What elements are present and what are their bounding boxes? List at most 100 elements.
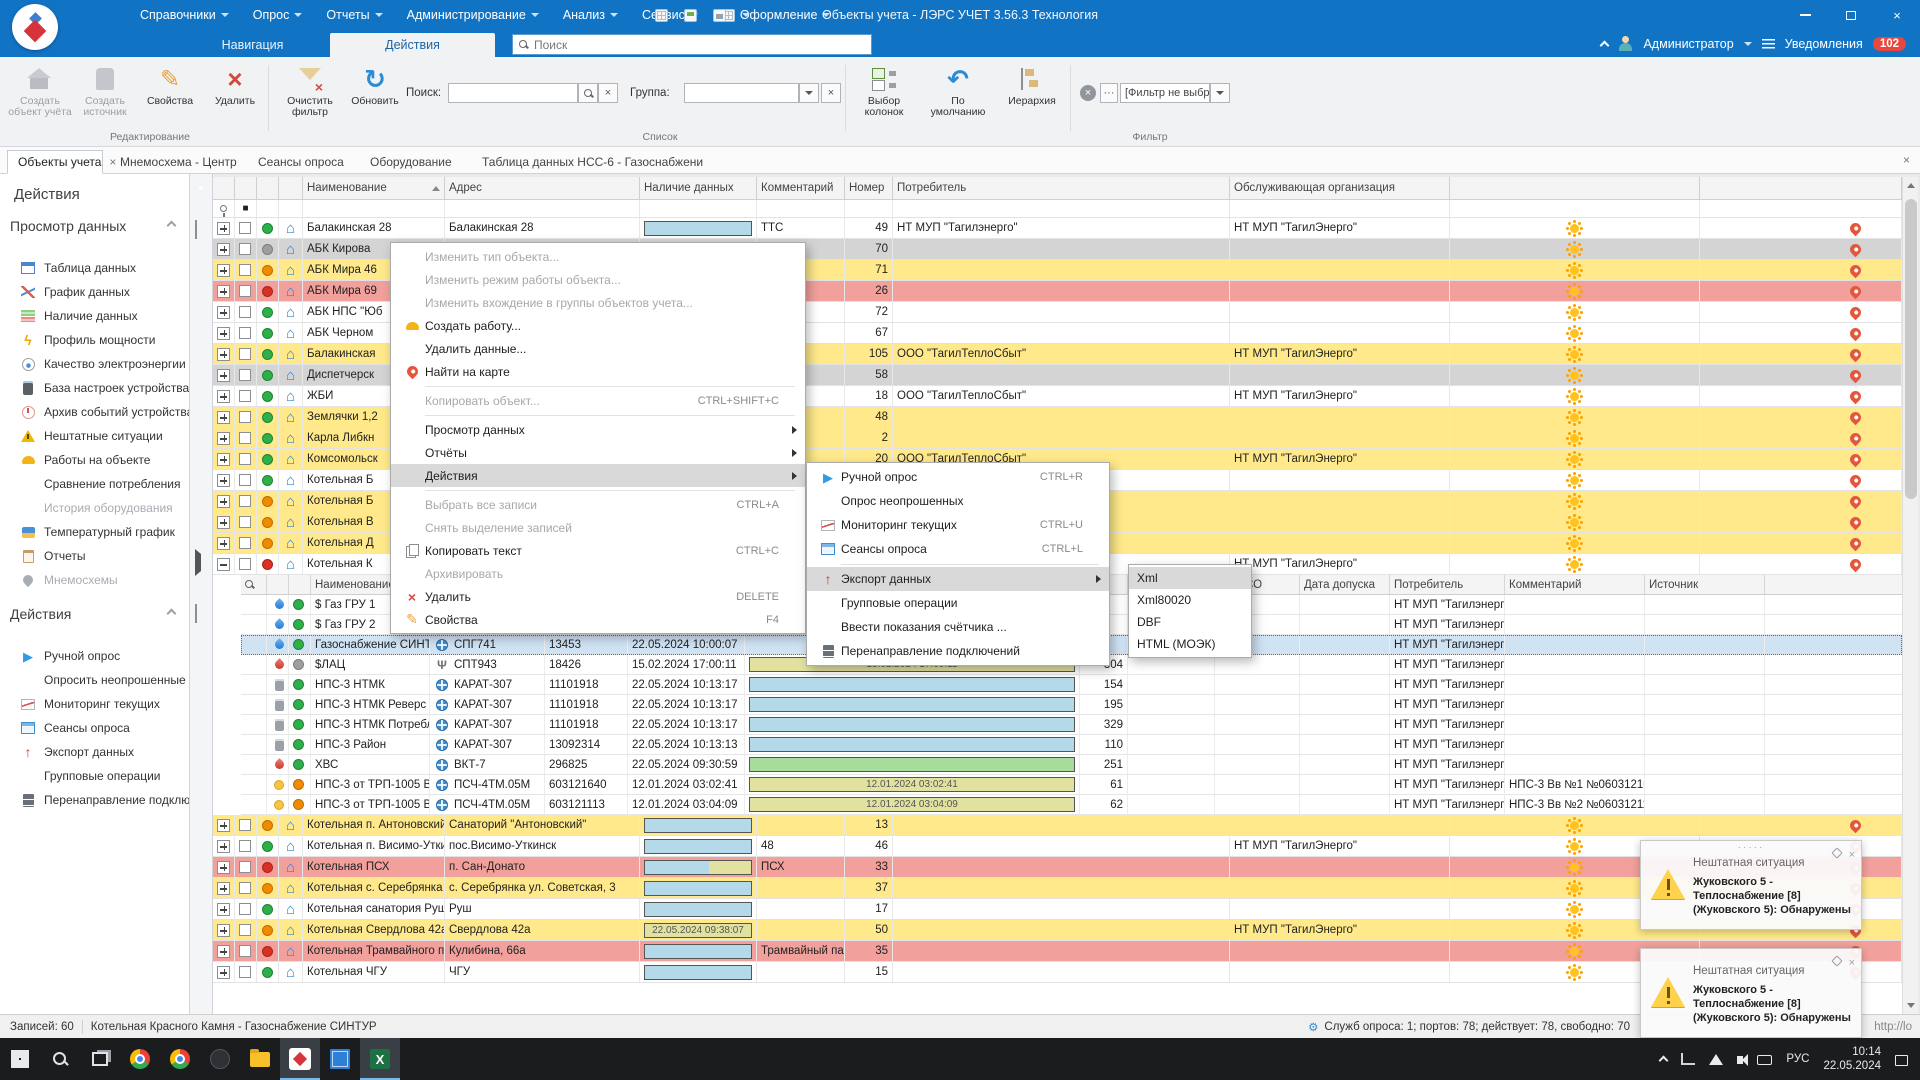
- row-checkbox[interactable]: [239, 903, 251, 915]
- expand-row-icon[interactable]: [217, 903, 230, 916]
- map-pin-icon[interactable]: [1848, 304, 1864, 320]
- expand-row-icon[interactable]: [217, 945, 230, 958]
- group-clear-icon[interactable]: ×: [821, 83, 841, 103]
- sidebar-item[interactable]: История оборудования: [0, 496, 190, 520]
- sidebar-item[interactable]: Наличие данных: [0, 304, 190, 328]
- clock[interactable]: 10:1422.05.2024: [1823, 1045, 1881, 1073]
- sidebar-item[interactable]: ▶Ручной опрос: [0, 644, 190, 668]
- filter-remove-icon[interactable]: ×: [1080, 85, 1096, 101]
- menu-item-удалить[interactable]: ×УдалитьDELETE: [391, 585, 805, 608]
- filter-cell[interactable]: [257, 200, 279, 217]
- column-header[interactable]: [235, 177, 257, 199]
- tray-expand-icon[interactable]: [1659, 1056, 1669, 1066]
- menu-item-ввести-показания-сч-тчика-[interactable]: Ввести показания счётчика ...: [807, 615, 1109, 639]
- expand-row-icon[interactable]: [217, 861, 230, 874]
- subtable-row[interactable]: НПС-3 от ТРП-1005 Ввод №2ПСЧ-4ТМ.05М6031…: [241, 795, 1902, 815]
- menu-item-групповые-операции[interactable]: Групповые операции: [807, 591, 1109, 615]
- ribbon-search-go-icon[interactable]: [578, 83, 598, 103]
- row-checkbox[interactable]: [239, 924, 251, 936]
- map-pin-icon[interactable]: [1848, 556, 1864, 572]
- filter-cell[interactable]: [757, 200, 845, 217]
- scroll-up-icon[interactable]: [1907, 183, 1915, 188]
- subtable-column-header[interactable]: Источник: [1645, 575, 1765, 594]
- wifi-icon[interactable]: [1709, 1054, 1723, 1065]
- menu-item-сеансы-опроса[interactable]: Сеансы опросаCTRL+L: [807, 537, 1109, 561]
- expand-row-icon[interactable]: [217, 882, 230, 895]
- subtable-column-header[interactable]: [241, 575, 267, 594]
- row-checkbox[interactable]: [239, 348, 251, 360]
- taskbar-app-blue-icon[interactable]: [320, 1038, 360, 1080]
- row-checkbox[interactable]: [239, 495, 251, 507]
- taskbar-lers-icon[interactable]: [280, 1038, 320, 1080]
- ribbon-search-clear-icon[interactable]: ×: [598, 83, 618, 103]
- row-checkbox[interactable]: [239, 474, 251, 486]
- sidebar-item[interactable]: ϟПрофиль мощности: [0, 328, 190, 352]
- touch-keyboard-icon[interactable]: [1757, 1055, 1772, 1065]
- sidebar-item[interactable]: Таблица данных: [0, 256, 190, 280]
- column-header[interactable]: Номер: [845, 177, 893, 199]
- volume-icon[interactable]: [1737, 1056, 1743, 1064]
- map-pin-icon[interactable]: [1848, 262, 1864, 278]
- notification-pin-icon[interactable]: [1831, 847, 1842, 858]
- filter-combo[interactable]: [Фильтр не выбран]: [1120, 83, 1210, 103]
- ribbon-button-3[interactable]: ✎Свойства: [138, 62, 202, 128]
- expand-row-icon[interactable]: [217, 453, 230, 466]
- menu-item-действия[interactable]: Действия: [391, 464, 805, 487]
- map-pin-icon[interactable]: [1848, 535, 1864, 551]
- column-header[interactable]: [279, 177, 303, 199]
- menu-1[interactable]: Справочники: [130, 5, 239, 25]
- expand-row-icon[interactable]: [217, 537, 230, 550]
- map-pin-icon[interactable]: [1848, 346, 1864, 362]
- ribbon-button-9[interactable]: Иерархия: [1000, 62, 1064, 128]
- row-checkbox[interactable]: [239, 369, 251, 381]
- export-table-icon[interactable]: [655, 9, 668, 22]
- notification-close-icon[interactable]: ×: [1849, 957, 1855, 969]
- filter-cell[interactable]: [1700, 200, 1902, 217]
- sidebar-item[interactable]: Отчеты: [0, 544, 190, 568]
- doc-tab-2[interactable]: Мнемосхема - Центр: [110, 150, 238, 174]
- menu-item-просмотр-данных[interactable]: Просмотр данных: [391, 418, 805, 441]
- doc-tab-1[interactable]: Объекты учета×: [7, 150, 103, 174]
- menu-item-xml80020[interactable]: Xml80020: [1129, 589, 1251, 611]
- sidebar-item[interactable]: Сеансы опроса: [0, 716, 190, 740]
- menu-item-html-моэк-[interactable]: HTML (МОЭК): [1129, 633, 1251, 655]
- menu-5[interactable]: Анализ: [553, 5, 628, 25]
- row-checkbox[interactable]: [239, 306, 251, 318]
- strip-collapse-icon[interactable]: [195, 220, 197, 239]
- group-combo[interactable]: [684, 83, 799, 103]
- doc-tab-5[interactable]: Таблица данных НСС-6 - Газоснабжени: [472, 150, 712, 174]
- notifications-badge[interactable]: 102: [1873, 37, 1906, 51]
- qat-dropdown-icon[interactable]: [742, 13, 750, 17]
- user-dropdown-icon[interactable]: [1744, 42, 1752, 46]
- menu-3[interactable]: Отчеты: [316, 5, 392, 25]
- filter-cell[interactable]: [213, 200, 235, 217]
- scrollbar-thumb[interactable]: [1905, 199, 1917, 499]
- filter-cell[interactable]: [279, 200, 303, 217]
- menu-item-создать-работу-[interactable]: Создать работу...: [391, 314, 805, 337]
- sidebar-item[interactable]: Качество электроэнергии: [0, 352, 190, 376]
- column-header[interactable]: Комментарий: [757, 177, 845, 199]
- expand-row-icon[interactable]: [217, 306, 230, 319]
- row-checkbox[interactable]: [239, 432, 251, 444]
- filter-cell[interactable]: [1450, 200, 1700, 217]
- collapse-row-icon[interactable]: [217, 558, 230, 571]
- column-header[interactable]: [1700, 177, 1902, 199]
- row-checkbox[interactable]: [239, 861, 251, 873]
- sidebar-item[interactable]: Опросить неопрошенные: [0, 668, 190, 692]
- table-row[interactable]: ⌂Балакинская 28Балакинская 28ТТС49НТ МУП…: [213, 218, 1902, 239]
- table-row[interactable]: ⌂Котельная п. АнтоновскийСанаторий "Анто…: [213, 815, 1902, 836]
- row-checkbox[interactable]: [239, 453, 251, 465]
- map-pin-icon[interactable]: [1848, 367, 1864, 383]
- filter-cell[interactable]: [640, 200, 757, 217]
- filter-more-button[interactable]: ···: [1100, 83, 1118, 103]
- expand-row-icon[interactable]: [217, 819, 230, 832]
- doc-tab-4[interactable]: Оборудование: [360, 150, 460, 174]
- menu-item-копировать-текст[interactable]: Копировать текстCTRL+C: [391, 539, 805, 562]
- expand-row-icon[interactable]: [217, 243, 230, 256]
- expand-row-icon[interactable]: [217, 264, 230, 277]
- sidebar-item[interactable]: Мониторинг текущих: [0, 692, 190, 716]
- row-checkbox[interactable]: [239, 945, 251, 957]
- menu-item-удалить-данные-[interactable]: Удалить данные...: [391, 337, 805, 360]
- column-header[interactable]: Потребитель: [893, 177, 1230, 199]
- row-checkbox[interactable]: [239, 516, 251, 528]
